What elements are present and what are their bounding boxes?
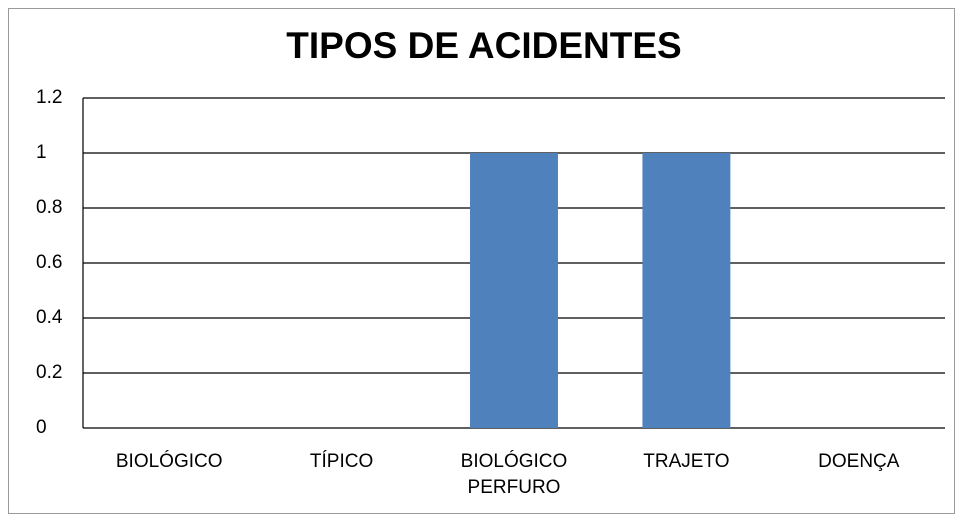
bar — [470, 153, 558, 428]
chart-title: TIPOS DE ACIDENTES — [286, 25, 681, 66]
y-tick-label: 0.8 — [36, 197, 62, 218]
y-tick-label: 0.2 — [36, 362, 62, 383]
y-tick-label: 0.4 — [36, 307, 63, 328]
x-tick-label: BIOLÓGICO — [116, 450, 223, 472]
bar — [642, 153, 731, 428]
y-tick-label: 0 — [36, 417, 47, 438]
x-tick-label: DOENÇA — [818, 451, 900, 472]
y-tick-label: 1.2 — [36, 87, 62, 108]
x-tick-label: TRAJETO — [643, 451, 729, 472]
x-tick-label: BIOLÓGICO PERFURO — [461, 450, 568, 498]
y-tick-label: 1 — [36, 142, 47, 163]
x-tick-label: TÍPICO — [310, 451, 373, 472]
y-tick-label: 0.6 — [36, 252, 62, 273]
